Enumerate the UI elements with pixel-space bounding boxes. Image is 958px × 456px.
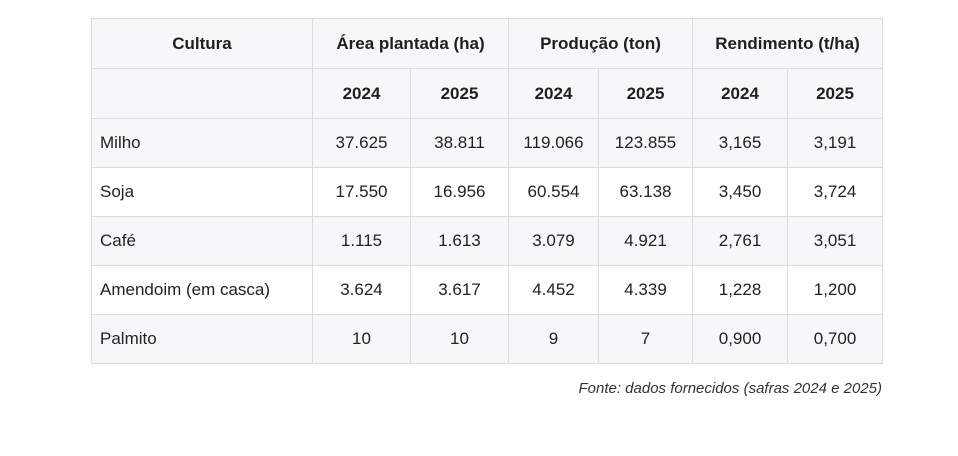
header-year: 2025 bbox=[410, 68, 509, 119]
cell-culture: Milho bbox=[91, 118, 313, 168]
cell-value: 1.115 bbox=[312, 216, 411, 266]
header-row-groups: Cultura Área plantada (ha) Produção (ton… bbox=[91, 18, 884, 69]
cell-value: 3,191 bbox=[787, 118, 884, 168]
table-row: Amendoim (em casca) 3.624 3.617 4.452 4.… bbox=[91, 265, 884, 315]
crop-data-table: Cultura Área plantada (ha) Produção (ton… bbox=[91, 18, 884, 364]
cell-value: 3,051 bbox=[787, 216, 884, 266]
table-row: Milho 37.625 38.811 119.066 123.855 3,16… bbox=[91, 118, 884, 168]
cell-value: 4.921 bbox=[597, 216, 694, 266]
cell-value: 0,700 bbox=[787, 314, 884, 364]
header-yield: Rendimento (t/ha) bbox=[692, 18, 884, 69]
cell-value: 119.066 bbox=[508, 118, 599, 168]
header-year: 2025 bbox=[597, 68, 694, 119]
table-row: Café 1.115 1.613 3.079 4.921 2,761 3,051 bbox=[91, 216, 884, 266]
cell-value: 2,761 bbox=[692, 216, 789, 266]
header-culture: Cultura bbox=[91, 18, 313, 69]
header-year: 2025 bbox=[787, 68, 884, 119]
cell-value: 16.956 bbox=[410, 167, 509, 217]
cell-value: 38.811 bbox=[410, 118, 509, 168]
cell-value: 4.339 bbox=[597, 265, 694, 315]
cell-value: 7 bbox=[597, 314, 694, 364]
header-year: 2024 bbox=[508, 68, 599, 119]
cell-value: 3.617 bbox=[410, 265, 509, 315]
table-row: Palmito 10 10 9 7 0,900 0,700 bbox=[91, 314, 884, 364]
cell-value: 37.625 bbox=[312, 118, 411, 168]
cell-value: 123.855 bbox=[597, 118, 694, 168]
cell-value: 0,900 bbox=[692, 314, 789, 364]
cell-value: 10 bbox=[312, 314, 411, 364]
header-production: Produção (ton) bbox=[507, 18, 694, 69]
header-row-years: 2024 2025 2024 2025 2024 2025 bbox=[91, 68, 884, 119]
cell-culture: Soja bbox=[91, 167, 313, 217]
cell-value: 63.138 bbox=[597, 167, 694, 217]
cell-value: 1,228 bbox=[692, 265, 789, 315]
header-culture-blank bbox=[91, 68, 313, 119]
cell-value: 3.079 bbox=[508, 216, 599, 266]
cell-value: 10 bbox=[410, 314, 509, 364]
cell-value: 9 bbox=[508, 314, 599, 364]
cell-value: 3.624 bbox=[312, 265, 411, 315]
table-row: Soja 17.550 16.956 60.554 63.138 3,450 3… bbox=[91, 167, 884, 217]
cell-value: 4.452 bbox=[508, 265, 599, 315]
cell-culture: Amendoim (em casca) bbox=[91, 265, 313, 315]
header-year: 2024 bbox=[692, 68, 789, 119]
source-note: Fonte: dados fornecidos (safras 2024 e 2… bbox=[578, 380, 882, 397]
cell-culture: Café bbox=[91, 216, 313, 266]
header-area-planted: Área plantada (ha) bbox=[312, 18, 509, 69]
cell-value: 3,450 bbox=[692, 167, 789, 217]
cell-value: 17.550 bbox=[312, 167, 411, 217]
cell-value: 1,200 bbox=[787, 265, 884, 315]
cell-value: 3,724 bbox=[787, 167, 884, 217]
header-year: 2024 bbox=[312, 68, 411, 119]
cell-value: 60.554 bbox=[508, 167, 599, 217]
cell-culture: Palmito bbox=[91, 314, 313, 364]
cell-value: 3,165 bbox=[692, 118, 789, 168]
cell-value: 1.613 bbox=[410, 216, 509, 266]
